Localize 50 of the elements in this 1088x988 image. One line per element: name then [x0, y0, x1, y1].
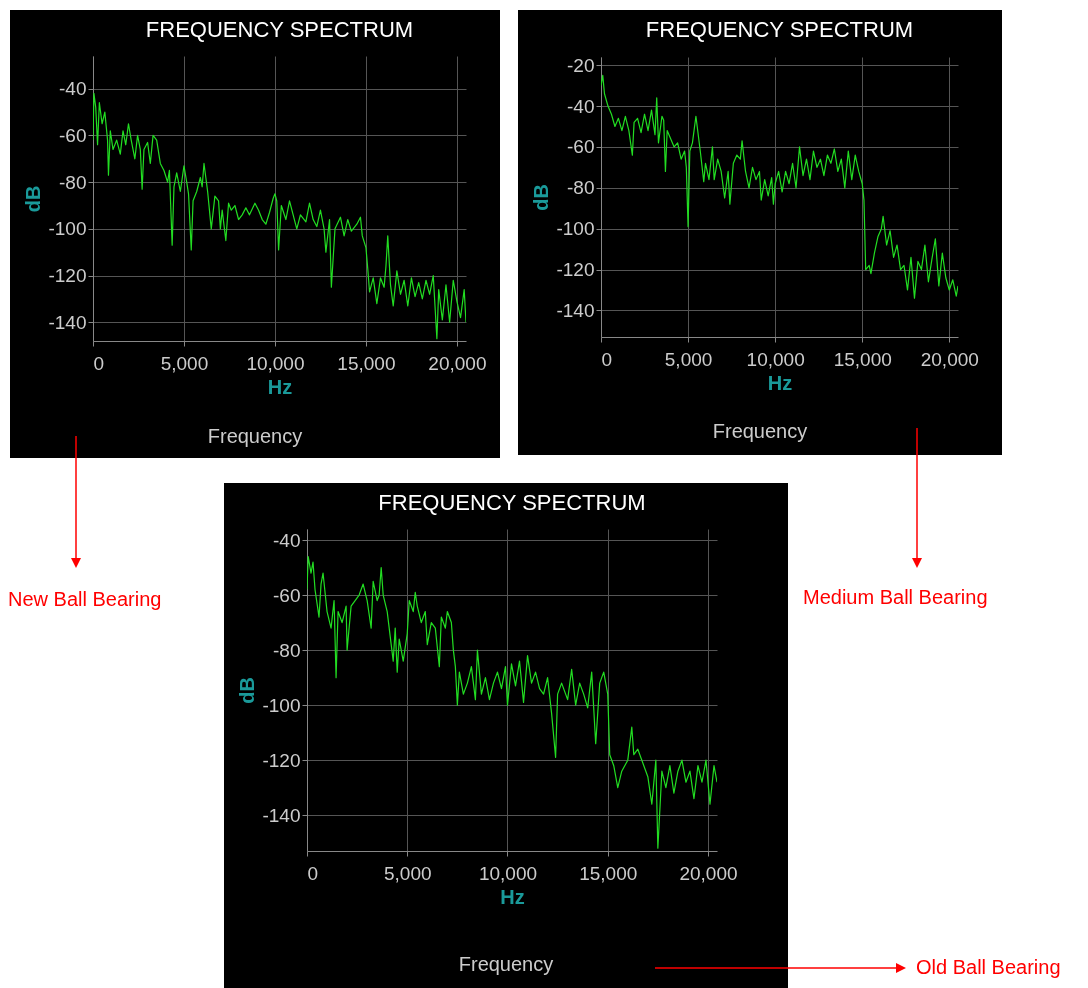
y-axis-title: dB — [236, 677, 259, 704]
text: Frequency — [457, 953, 555, 976]
x-tick-label: 0 — [307, 862, 319, 884]
x-tick-label: 15,000 — [337, 352, 396, 374]
y-tick-label: -60 — [59, 124, 87, 146]
chart-title: FREQUENCY SPECTRUM — [145, 17, 414, 42]
x-tick-label: 15,000 — [579, 862, 638, 884]
y-tick-label: -80 — [59, 171, 87, 193]
y-tick-label: -140 — [48, 311, 87, 333]
y-tick-label: -120 — [262, 749, 301, 771]
y-tick-label: -80 — [273, 639, 301, 661]
x-tick-label: 10,000 — [478, 862, 538, 884]
y-tick-label: -60 — [567, 136, 595, 158]
chart-title: FREQUENCY SPECTRUM — [378, 490, 646, 515]
x-axis-title: Hz — [500, 885, 525, 908]
text: Old Ball Bearing — [916, 956, 1061, 979]
y-tick-label: -20 — [567, 54, 595, 76]
text: Frequency — [206, 425, 304, 448]
text: Medium Ball Bearing — [803, 586, 988, 609]
y-tick-label: -100 — [48, 218, 87, 240]
x-tick-label: 0 — [601, 348, 613, 370]
x-axis-title: Hz — [767, 371, 793, 394]
x-tick-label: 20,000 — [679, 862, 738, 884]
chart-title: FREQUENCY SPECTRUM — [645, 17, 914, 43]
x-tick-label: 10,000 — [246, 352, 305, 374]
x-tick-label: 20,000 — [920, 348, 979, 370]
x-tick-label: 0 — [93, 352, 105, 374]
text: New Ball Bearing — [8, 588, 162, 611]
y-tick-label: -120 — [48, 265, 87, 287]
y-axis-title: dB — [22, 185, 45, 213]
x-tick-label: 15,000 — [833, 348, 892, 370]
x-axis-title: Hz — [267, 375, 293, 398]
y-tick-label: -120 — [556, 259, 595, 281]
x-tick-label: 5,000 — [664, 348, 713, 370]
y-tick-label: -140 — [556, 299, 595, 321]
y-tick-label: -100 — [262, 694, 301, 716]
text: Frequency — [711, 420, 809, 443]
y-tick-label: -140 — [262, 804, 301, 826]
y-tick-label: -40 — [59, 78, 87, 100]
x-tick-label: 5,000 — [160, 352, 209, 374]
y-axis-title: dB — [530, 184, 553, 211]
y-tick-label: -100 — [556, 218, 595, 240]
x-tick-label: 20,000 — [428, 352, 487, 374]
x-tick-label: 5,000 — [383, 862, 432, 884]
x-tick-label: 10,000 — [746, 348, 805, 370]
y-tick-label: -60 — [273, 584, 301, 606]
y-tick-label: -40 — [567, 95, 595, 117]
y-tick-label: -40 — [273, 529, 301, 551]
y-tick-label: -80 — [567, 177, 595, 199]
line-series — [601, 74, 958, 299]
